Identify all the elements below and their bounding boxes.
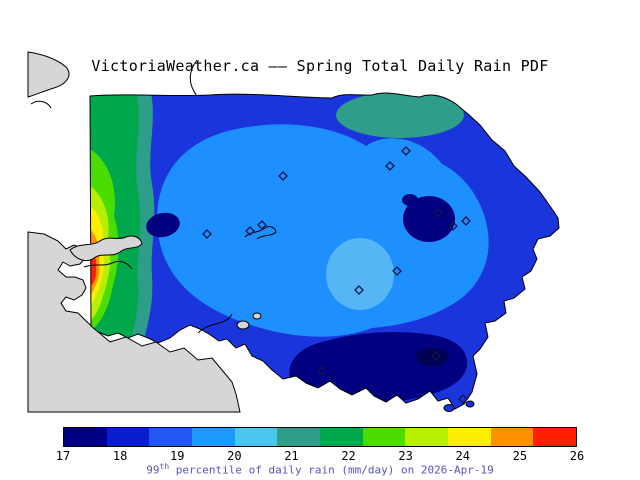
bay-coastline-south [197,313,233,334]
colorbar-segment [320,428,363,446]
colorbar-tick-label: 23 [398,449,413,463]
colorbar-tick-label: 25 [512,449,528,463]
colorbar-segment [405,428,449,446]
coastline-fragment-northwest [30,100,52,109]
station-marker-diamond [401,146,411,156]
land-northwest-corner [27,51,70,98]
station-marker-diamond [385,161,395,171]
offshore-islet [443,404,455,412]
station-marker-diamond [431,351,441,361]
station-marker-diamond [245,226,255,236]
harbour-coastline [244,226,277,240]
contour-light-blue-patch [326,238,394,310]
contour-navy-core-south [416,348,448,366]
station-marker-diamond [448,221,458,231]
station-marker-diamond [257,220,267,230]
station-markers [202,146,471,404]
coastline-details [69,226,475,412]
station-marker-diamond [317,366,327,376]
contour-navy-minimum-west [146,212,180,238]
colorbar-tick-label: 22 [341,449,356,463]
colorbar-segment [448,428,491,446]
caption-superscript: th [159,462,170,471]
colorbar-segment [277,428,321,446]
colorbar-tick-label: 19 [169,449,185,463]
small-island [252,312,262,320]
colorbar [63,427,577,447]
colorbar-segment [234,428,278,446]
colorbar-segment [149,428,193,446]
station-marker-diamond [278,171,288,181]
contour-navy-minimum-east [403,196,455,242]
contour-teal-north-patch [336,93,464,138]
station-marker-diamond [433,208,443,218]
colorbar-caption: 99th percentile of daily rain (mm/day) o… [0,462,640,477]
contour-bands [90,93,489,404]
colorbar-segments [64,428,577,446]
station-marker-diamond [458,394,468,404]
colorbar-tick-label: 24 [455,449,470,463]
station-marker-diamond [392,266,402,276]
colorbar-segment [362,428,406,446]
station-marker-diamond [202,229,212,239]
colorbar-tick-label: 20 [227,449,242,463]
colorbar-tick-label: 26 [569,449,585,463]
colorbar-tick-label: 17 [55,449,71,463]
colorbar-segment [192,428,235,446]
colorbar-segment [533,428,577,446]
colorbar-segment [106,428,150,446]
contour-mid-blue-region [157,124,489,337]
contour-navy-minimum-east-lobe [402,194,418,206]
colorbar-segment [490,428,534,446]
small-island [236,320,250,330]
sooke-spit-land [69,235,143,262]
colorbar-ticks: 17 18 19 20 21 22 23 24 25 26 [56,449,584,463]
colorbar-tick-label: 18 [112,449,128,463]
offshore-islet [465,400,475,408]
colorbar-tick-label: 21 [284,449,299,463]
sooke-inlet-coastline [83,260,133,270]
colorbar-segment [64,428,107,446]
plot-title: VictoriaWeather.ca —— Spring Total Daily… [91,57,549,75]
station-marker-diamond [461,216,471,226]
station-marker-diamond [354,285,364,295]
domain-coastline-outline [89,92,560,410]
coastline-fragment-north [189,59,198,97]
caption-text: percentile of daily rain (mm/day) on 202… [169,463,494,477]
caption-number: 99 [146,463,160,477]
